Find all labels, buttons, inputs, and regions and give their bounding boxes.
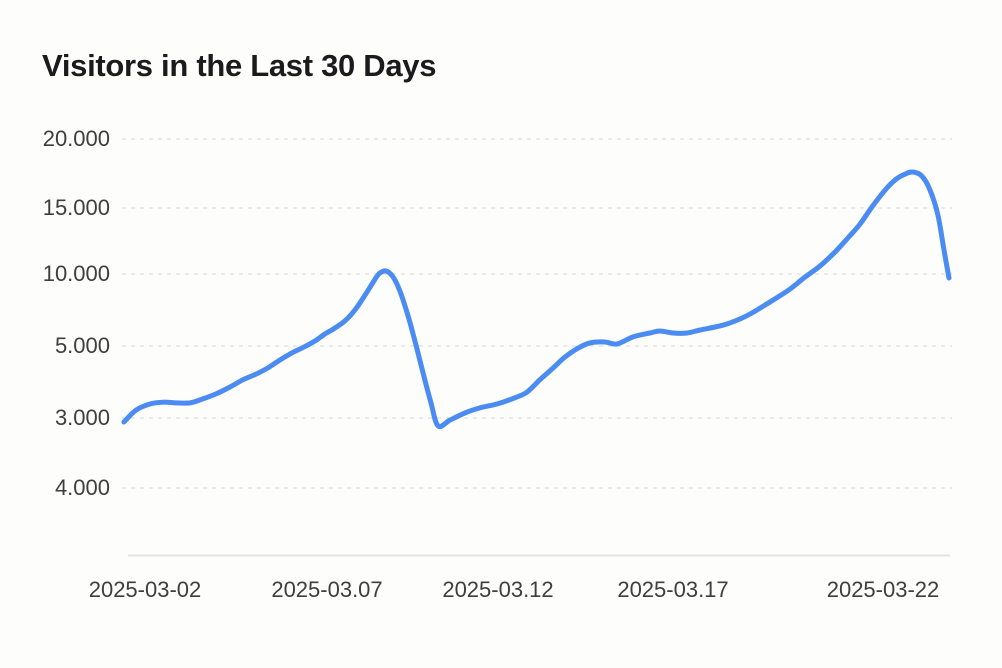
y-axis-label: 15.000: [42, 195, 110, 220]
x-axis-label: 2025-03.17: [617, 577, 729, 602]
y-axis-label: 5.000: [54, 333, 110, 358]
visitors-line-series: [121, 169, 952, 430]
x-axis-label: 2025-03.12: [442, 577, 554, 602]
y-axis-label: 3.000: [54, 405, 110, 430]
chart-title: Visitors in the Last 30 Days: [42, 48, 437, 83]
gridlines: [122, 138, 952, 489]
x-axis-label: 2025-03-22: [826, 577, 940, 602]
x-axis-label: 2025-03.07: [271, 577, 383, 602]
y-axis-label: 20.000: [42, 126, 110, 151]
x-axis-label: 2025-03-02: [88, 577, 202, 602]
y-axis-label: 4.000: [54, 475, 110, 500]
y-axis-label: 10.000: [42, 261, 110, 286]
